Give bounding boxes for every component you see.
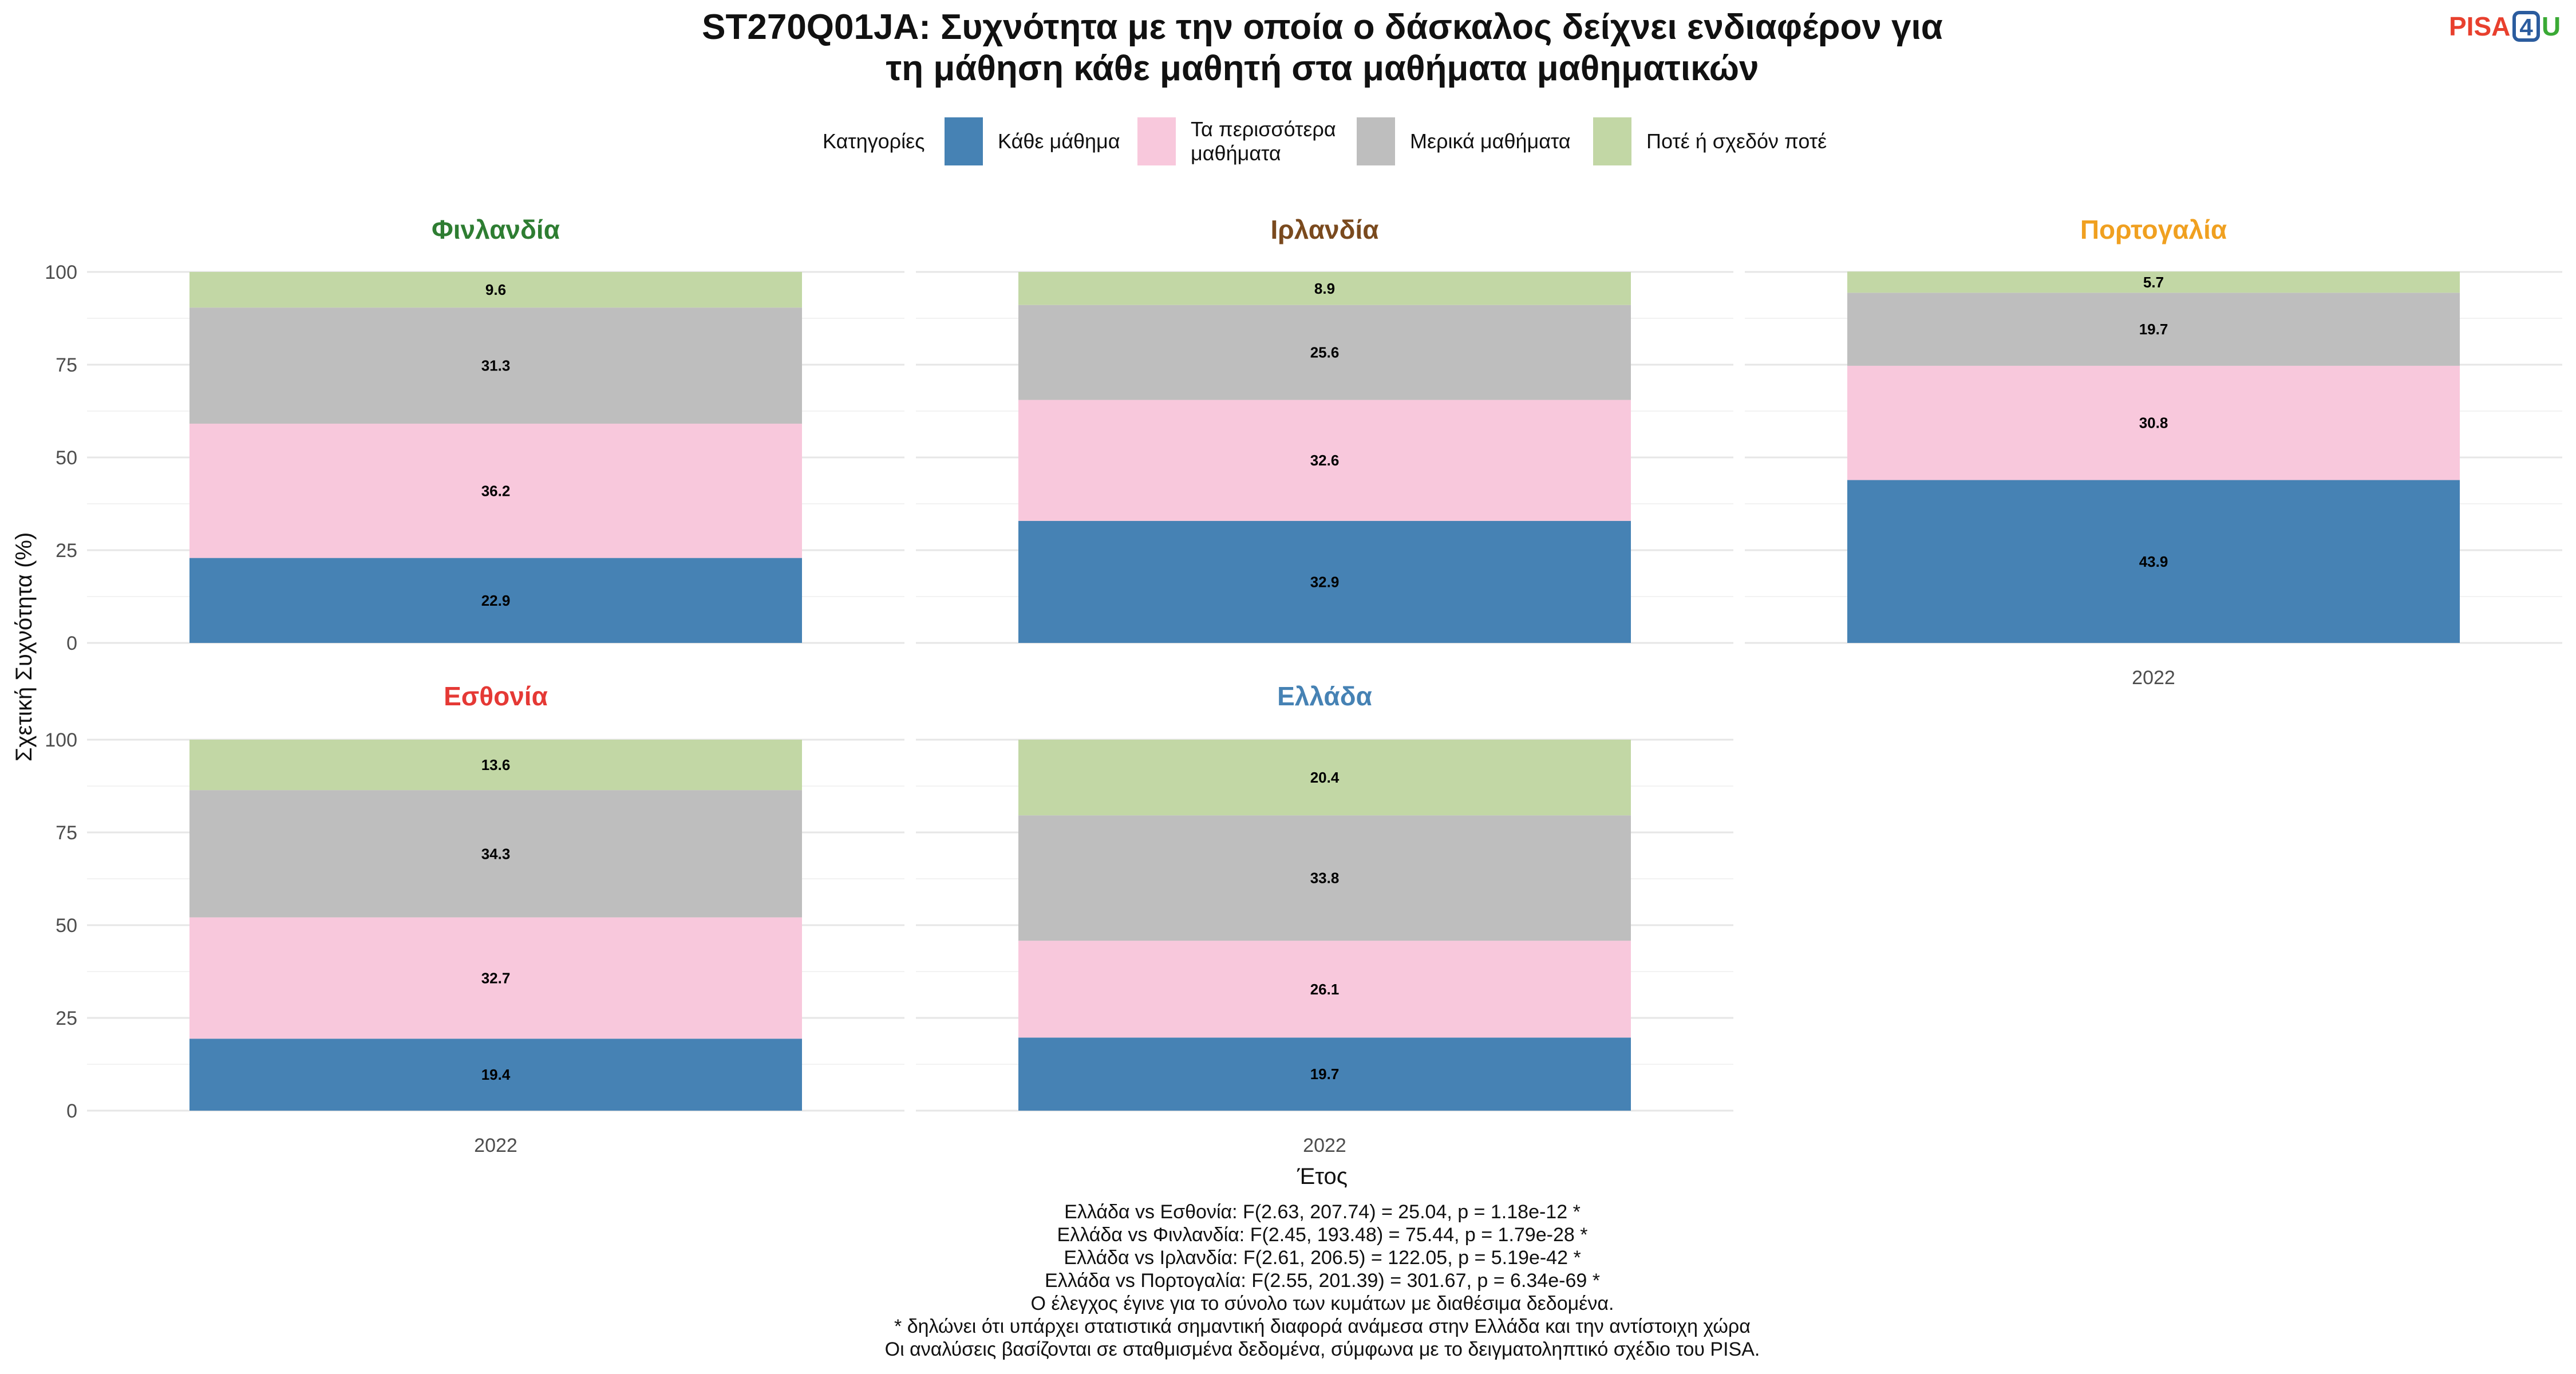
bar-segment <box>1847 480 2460 643</box>
facet-panels: Φινλανδία 22.9 36.2 31.3 9.6 0 25 50 75 100 Ιρλανδ… <box>45 215 2562 1156</box>
bar-segment <box>1018 941 1631 1038</box>
facet-title: Φινλανδία <box>432 215 560 244</box>
footnote-line: Ελλάδα vs Ιρλανδία: F(2.61, 206.5) = 122… <box>1064 1247 1581 1269</box>
bar-segment <box>189 917 802 1039</box>
data-label: 33.8 <box>1310 870 1340 887</box>
data-label: 32.6 <box>1310 452 1340 469</box>
data-label: 34.3 <box>481 845 511 862</box>
data-label: 25.6 <box>1310 344 1340 361</box>
legend-swatch <box>1593 117 1631 165</box>
data-label: 13.6 <box>481 756 511 773</box>
facet-panel: Ελλάδα 19.7 26.1 33.8 20.4 2022 <box>916 681 1733 1156</box>
data-label: 26.1 <box>1310 981 1340 998</box>
y-tick-label: 50 <box>56 915 77 937</box>
legend-swatch <box>1137 117 1176 165</box>
data-label: 31.3 <box>481 357 511 374</box>
facet-panel: Εσθονία 19.4 32.7 34.3 13.6 0 25 50 75 100 2022 <box>45 681 904 1156</box>
data-label: 32.7 <box>481 969 511 986</box>
logo-u-text: U <box>2542 11 2561 41</box>
y-tick-label: 50 <box>56 447 77 469</box>
facet-title: Ελλάδα <box>1277 681 1372 711</box>
logo-pisa-text: PISA <box>2449 11 2510 41</box>
y-tick-label: 100 <box>45 729 77 751</box>
facet-panel: Φινλανδία 22.9 36.2 31.3 9.6 0 25 50 75 100 <box>45 215 904 654</box>
bar-segment <box>189 790 802 918</box>
bar-segment <box>189 740 802 791</box>
y-tick-label: 100 <box>45 262 77 283</box>
facet-title: Ιρλανδία <box>1270 215 1378 244</box>
bar-segment <box>189 558 802 643</box>
data-label: 9.6 <box>485 281 506 298</box>
footnotes: Ελλάδα vs Εσθονία: F(2.63, 207.74) = 25.… <box>885 1201 1760 1360</box>
bar-segment <box>1018 520 1631 643</box>
data-label: 36.2 <box>481 482 511 499</box>
y-tick-label: 25 <box>56 540 77 562</box>
legend-label: Ποτέ ή σχεδόν ποτέ <box>1646 129 1827 153</box>
data-label: 32.9 <box>1310 573 1340 590</box>
footnote-line: Ελλάδα vs Εσθονία: F(2.63, 207.74) = 25.… <box>1064 1201 1581 1223</box>
bar-segment <box>1847 365 2460 480</box>
legend-swatch <box>1357 117 1395 165</box>
data-label: 20.4 <box>1310 769 1340 786</box>
logo-four-text: 4 <box>2519 14 2533 41</box>
bar-segment <box>1018 740 1631 816</box>
x-tick-label: 2022 <box>2132 667 2175 689</box>
y-axis-label: Σχετική Συχνότητα (%) <box>11 532 37 762</box>
bar-segment <box>1018 400 1631 521</box>
data-label: 30.8 <box>2139 414 2168 432</box>
data-label: 19.7 <box>2139 321 2168 338</box>
data-label: 19.7 <box>1310 1065 1340 1083</box>
legend-title: Κατηγορίες <box>823 129 925 153</box>
bar-segment <box>1018 815 1631 941</box>
legend-swatch <box>945 117 983 165</box>
facet-panel: Πορτογαλία 43.9 30.8 19.7 5.7 2022 <box>1745 215 2562 689</box>
footnote-line: Οι αναλύσεις βασίζονται σε σταθμισμένα δ… <box>885 1339 1760 1360</box>
chart-title-line1: ST270Q01JA: Συχνότητα με την οποία ο δάσ… <box>702 7 1943 47</box>
y-tick-label: 0 <box>66 633 77 654</box>
data-label: 19.4 <box>481 1066 511 1083</box>
bar-segment <box>1018 1037 1631 1111</box>
facet-panel: Ιρλανδία 32.9 32.6 25.6 8.9 <box>916 215 1733 644</box>
legend: Κατηγορίες Κάθε μάθημα Τα περισσότεραμαθήμ… <box>823 117 1827 165</box>
x-tick-label: 2022 <box>474 1135 517 1156</box>
y-tick-label: 0 <box>66 1100 77 1122</box>
footnote-line: Ελλάδα vs Πορτογαλία: F(2.55, 201.39) = … <box>1045 1270 1600 1292</box>
x-axis-label: Έτος <box>1297 1164 1348 1189</box>
y-tick-label: 75 <box>56 822 77 844</box>
footnote-line: Ο έλεγχος έγινε για το σύνολο των κυμάτω… <box>1031 1293 1614 1314</box>
data-label: 8.9 <box>1314 280 1335 297</box>
facet-title: Πορτογαλία <box>2080 215 2227 244</box>
x-tick-label: 2022 <box>1303 1135 1346 1156</box>
y-tick-label: 75 <box>56 354 77 376</box>
logo-four-box <box>2512 11 2540 42</box>
bar-segment <box>189 1039 802 1111</box>
legend-label-line2: μαθήματα <box>1191 141 1281 165</box>
legend-label: Κάθε μάθημα <box>998 129 1120 153</box>
data-label: 43.9 <box>2139 553 2168 570</box>
bar-segment <box>189 272 802 308</box>
legend-label: Μερικά μαθήματα <box>1410 129 1571 153</box>
data-label: 22.9 <box>481 592 511 609</box>
bar-segment <box>1018 272 1631 305</box>
data-label: 5.7 <box>2143 274 2164 291</box>
bar-segment <box>189 307 802 424</box>
bar-segment <box>1847 271 2460 293</box>
bar-segment <box>1018 305 1631 400</box>
footnote-line: * δηλώνει ότι υπάρχει στατιστικά σημαντι… <box>894 1316 1751 1337</box>
y-tick-label: 25 <box>56 1008 77 1029</box>
legend-label: Τα περισσότερα <box>1191 117 1336 141</box>
bar-segment <box>189 424 802 558</box>
facet-title: Εσθονία <box>444 681 548 711</box>
footnote-line: Ελλάδα vs Φινλανδία: F(2.45, 193.48) = 7… <box>1057 1224 1588 1246</box>
pisa4u-logo: PISA 4 U <box>2449 11 2561 42</box>
chart-title-line2: τη μάθηση κάθε μαθητή στα μαθήματα μαθημ… <box>886 49 1759 88</box>
bar-segment <box>1847 293 2460 366</box>
